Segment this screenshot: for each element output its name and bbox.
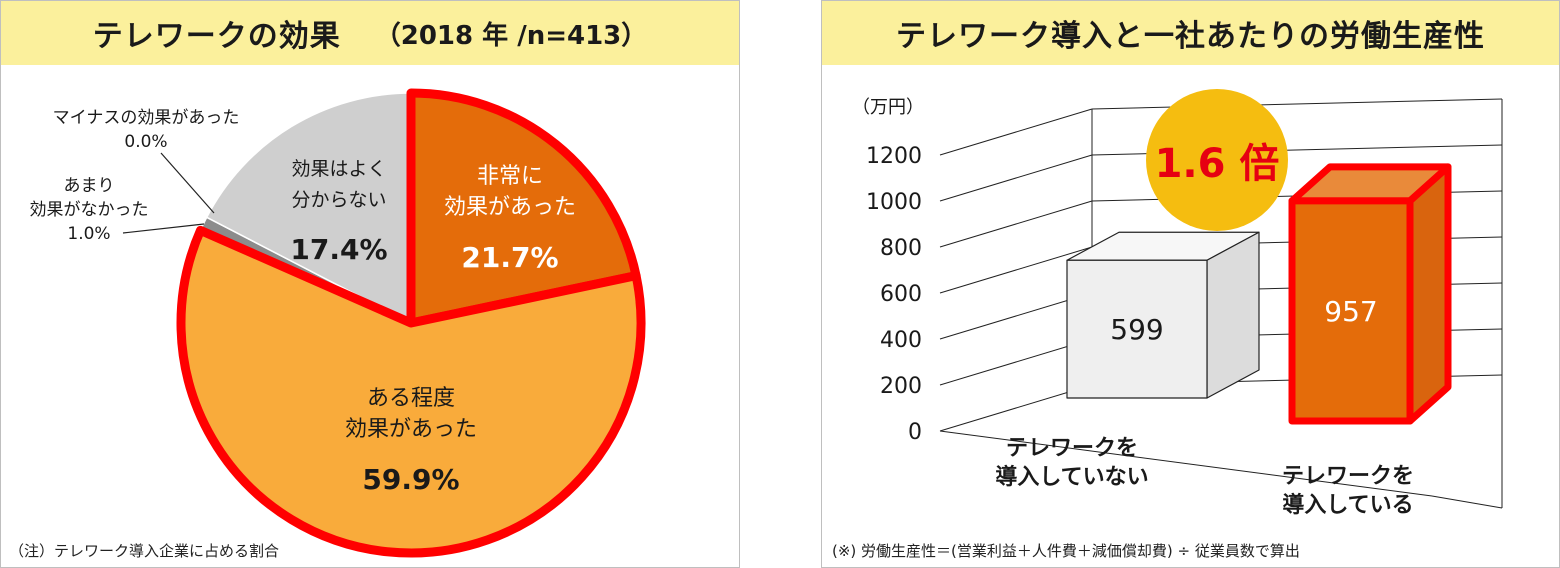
pie-slice-label: 分からない <box>291 189 386 211</box>
y-tick-label: 400 <box>880 328 922 353</box>
pie-outside-label: 効果がなかった <box>30 200 149 220</box>
floor-front-edge <box>939 430 1433 497</box>
bar-chart-panel: テレワーク導入と一社あたりの労働生産性 0 200 400 600 800 1000 120… <box>821 0 1560 568</box>
gridline-back <box>1091 98 1503 110</box>
pie-outside-label: あまり <box>64 176 115 196</box>
gridline-side <box>939 154 1093 202</box>
x-category-label: テレワークを <box>1282 464 1414 489</box>
y-tick-label: 1200 <box>866 144 922 169</box>
pie-slice-value: 59.9% <box>362 463 459 496</box>
pie-leader-line <box>122 223 205 234</box>
bar-side-face <box>1406 163 1452 425</box>
pie-slice <box>406 88 641 328</box>
ratio-badge: 1.6 倍 <box>1146 89 1288 231</box>
bar-chart-title-bar: テレワーク導入と一社あたりの労働生産性 <box>822 1 1559 65</box>
pie-slice-value: 17.4% <box>290 233 387 266</box>
pie-chart-title: テレワークの効果 <box>92 19 341 54</box>
bar-chart-title: テレワーク導入と一社あたりの労働生産性 <box>896 19 1485 54</box>
pie-chart-note: （注）テレワーク導入企業に占める割合 <box>9 542 280 560</box>
x-category-label: テレワークを <box>1006 436 1138 461</box>
pie-slice-label: 非常に <box>477 164 543 189</box>
pie-chart-panel: テレワークの効果 （2018 年 /n=413） 非常に効果があった 21.7% あ… <box>0 0 740 568</box>
ratio-badge-label: 1.6 倍 <box>1154 141 1280 187</box>
y-tick-label: 800 <box>880 236 922 261</box>
y-axis-unit: （万円） <box>852 97 924 118</box>
pie-slice-label: ある程度 <box>367 386 455 411</box>
bar-value-label: 599 <box>1110 313 1163 346</box>
y-tick-label: 0 <box>908 420 922 445</box>
y-tick-label: 1000 <box>866 190 922 215</box>
bar-value-label: 957 <box>1324 295 1377 328</box>
pie-chart: 非常に効果があった21.7%ある程度効果があった59.9%効果はよく分からない1… <box>30 88 646 558</box>
x-category-label: 導入している <box>1282 492 1413 518</box>
pie-slice-label: 効果があった <box>444 195 576 220</box>
pie-outside-label: マイナスの効果があった <box>53 108 240 128</box>
pie-slice-value: 21.7% <box>461 241 558 274</box>
pie-chart-title-bar: テレワークの効果 （2018 年 /n=413） <box>1 1 739 65</box>
bar-chart-note: (※) 労働生産性＝(営業利益＋人件費＋減価償却費) ÷ 従業員数で算出 <box>832 542 1300 560</box>
pie-chart-subtitle: （2018 年 /n=413） <box>374 20 648 51</box>
floor-front-edge <box>1431 495 1503 509</box>
bar-front-face <box>1288 197 1414 425</box>
pie-leader-line <box>160 152 215 214</box>
gridline-side <box>939 108 1093 156</box>
pie-slice <box>205 92 412 324</box>
pie-slice-label: 効果があった <box>345 417 477 442</box>
pie-outside-value: 0.0% <box>124 132 167 152</box>
pie-slice <box>176 225 646 558</box>
pie-slice-label: 効果はよく <box>291 158 386 180</box>
bar-front-face <box>1066 259 1208 399</box>
x-category-label: 導入していない <box>995 464 1148 490</box>
bar-chart: 020040060080010001200（万円）599957テレワークを導入し… <box>852 97 1503 518</box>
gridline-side <box>939 246 1093 294</box>
pie-outside-value: 1.0% <box>67 224 110 244</box>
y-tick-label: 200 <box>880 374 922 399</box>
gridline-side <box>939 200 1093 248</box>
y-tick-label: 600 <box>880 282 922 307</box>
bar-side-face <box>1206 231 1260 399</box>
